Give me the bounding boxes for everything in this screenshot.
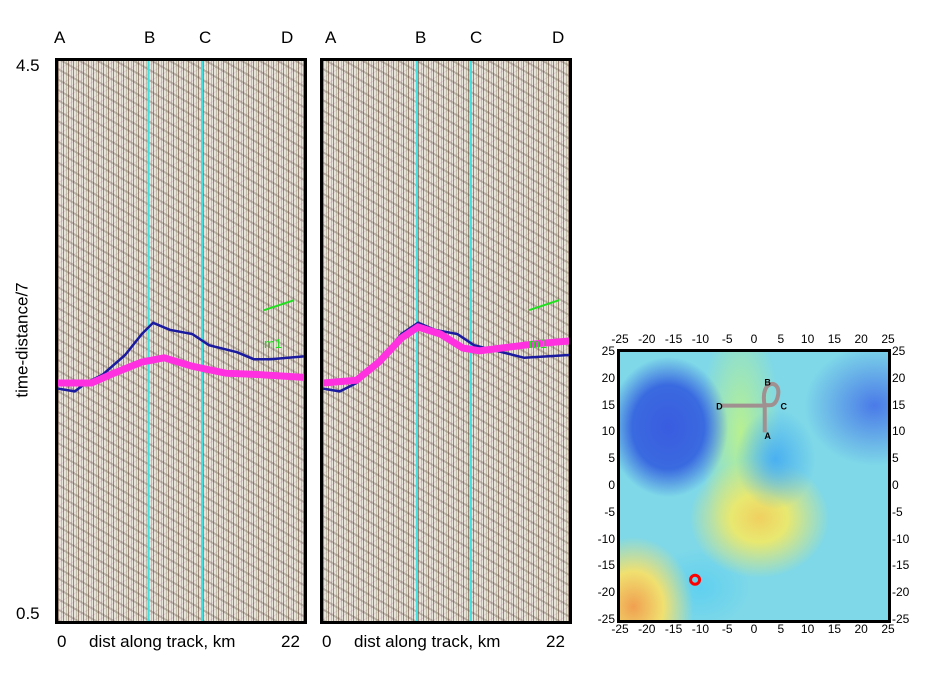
map-tick-top: 5: [777, 332, 785, 346]
map-tick-top: 20: [854, 332, 868, 346]
site-marker: [689, 573, 702, 586]
map-tick-top: 25: [881, 332, 895, 346]
map-tick-left: 25: [601, 344, 615, 358]
track-label-d: D: [716, 402, 723, 412]
seismic-panel-right: m1: [320, 58, 572, 624]
x-tick-0: 0: [57, 632, 67, 651]
map-tick-bottom: -10: [691, 622, 710, 636]
top-label-b: B: [144, 28, 156, 47]
map-tick-bottom: -5: [721, 622, 733, 636]
map-tick-bottom: 20: [854, 622, 868, 636]
green-dash: [263, 299, 295, 312]
map-tick-left: -20: [597, 585, 615, 600]
location-map: A B C D: [617, 349, 891, 623]
map-tick-bottom: 15: [827, 622, 842, 636]
green-dash: [528, 299, 560, 312]
x-axis-label: dist along track, km: [89, 632, 236, 651]
map-tick-top: -5: [721, 332, 733, 346]
map-tick-left: -5: [604, 504, 615, 519]
ship-track: [721, 403, 767, 433]
top-label-b: B: [415, 28, 427, 47]
magenta-curve: [58, 354, 304, 387]
map-tick-top: -25: [611, 332, 629, 346]
map-tick-top: 0: [750, 332, 758, 346]
annotation-m1: m1: [264, 336, 282, 351]
x-tick-22: 22: [281, 632, 300, 651]
map-tick-left: 5: [608, 451, 615, 466]
map-tick-bottom: 25: [881, 622, 895, 636]
y-tick-bottom: 0.5: [16, 604, 40, 623]
map-tick-top: -15: [664, 332, 683, 346]
y-tick-top: 4.5: [16, 56, 40, 75]
annotation-m1: m1: [529, 336, 547, 351]
map-tick-bottom: 10: [800, 622, 815, 636]
map-tick-bottom: -15: [664, 622, 683, 636]
x-tick-22: 22: [546, 632, 565, 651]
top-label-c: C: [199, 28, 212, 47]
x-tick-0: 0: [322, 632, 332, 651]
track-label-a: A: [764, 431, 771, 441]
map-tick-left: 10: [601, 424, 615, 439]
map-tick-bottom: 0: [750, 622, 758, 636]
map-tick-right: -10: [892, 531, 910, 546]
map-tick-left: 20: [601, 370, 615, 385]
map-tick-right: 15: [892, 397, 906, 412]
map-tick-top: 15: [827, 332, 842, 346]
magenta-curve: [323, 323, 569, 387]
y-axis-label: time-distance/7: [12, 282, 32, 398]
top-label-a: A: [325, 28, 337, 47]
map-tick-top: 10: [800, 332, 815, 346]
map-tick-right: 5: [892, 451, 899, 466]
seismic-panel-left: m1: [55, 58, 307, 624]
map-tick-bottom: -20: [638, 622, 656, 636]
top-label-d: D: [552, 28, 565, 47]
top-label-c: C: [470, 28, 483, 47]
map-tick-right: -25: [892, 612, 910, 626]
map-tick-right: 25: [892, 344, 906, 358]
map-tick-right: 10: [892, 424, 906, 439]
map-tick-bottom: -25: [611, 622, 629, 636]
top-label-d: D: [281, 28, 294, 47]
top-label-a: A: [54, 28, 66, 47]
x-axis-label: dist along track, km: [354, 632, 501, 651]
track-label-c: C: [780, 402, 787, 412]
map-tick-top: -20: [638, 332, 656, 346]
map-tick-left: -25: [597, 612, 615, 626]
map-tick-bottom: 5: [777, 622, 785, 636]
map-tick-right: 0: [892, 478, 899, 492]
track-label-b: B: [764, 377, 771, 387]
map-tick-right: -15: [892, 558, 910, 573]
map-tick-left: 0: [608, 478, 615, 492]
map-tick-right: -5: [892, 504, 903, 519]
map-tick-right: 20: [892, 370, 906, 385]
track-loop: [761, 381, 781, 408]
map-tick-left: -15: [597, 558, 615, 573]
map-tick-left: 15: [601, 397, 615, 412]
map-tick-top: -10: [691, 332, 710, 346]
map-tick-right: -20: [892, 585, 910, 600]
map-tick-left: -10: [597, 531, 615, 546]
